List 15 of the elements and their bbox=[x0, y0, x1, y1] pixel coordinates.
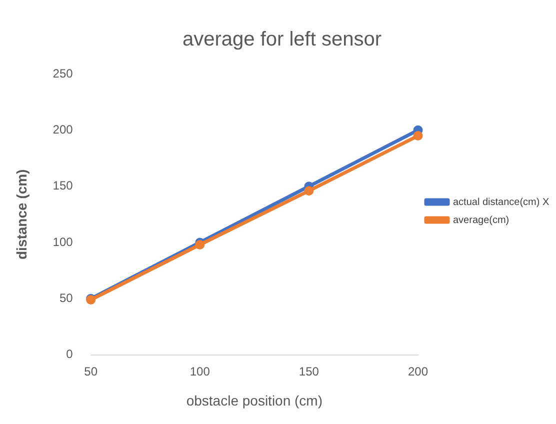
x-tick-label: 150 bbox=[298, 364, 320, 378]
y-tick-label: 200 bbox=[52, 122, 74, 136]
chart-title: average for left sensor bbox=[182, 28, 382, 51]
y-tick-label: 0 bbox=[66, 347, 74, 362]
x-tick-label: 100 bbox=[190, 364, 210, 378]
y-tick-label: 150 bbox=[52, 178, 74, 193]
y-tick-label: 250 bbox=[52, 66, 74, 80]
x-tick-label: 200 bbox=[408, 364, 428, 378]
x-axis-title: obstacle position (cm) bbox=[186, 392, 322, 408]
y-tick-label: 50 bbox=[59, 290, 74, 305]
x-tick-label: 50 bbox=[84, 364, 98, 378]
y-tick-label: 100 bbox=[52, 234, 74, 249]
y-axis-title: distance (cm) bbox=[13, 169, 30, 260]
legend-label: average(cm) bbox=[453, 214, 510, 226]
legend-label: actual distance(cm) X bbox=[453, 196, 550, 208]
